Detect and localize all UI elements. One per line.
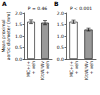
- svg-text:+ veh: + veh: [31, 61, 36, 75]
- svg-text:+ veh: + veh: [74, 61, 79, 75]
- svg-text:1.0: 1.0: [15, 34, 22, 39]
- svg-text:MC+/+: MC+/+: [26, 61, 31, 78]
- svg-text:KitW/Wv: KitW/Wv: [83, 61, 89, 80]
- svg-text:P = 0.46: P = 0.46: [28, 6, 48, 11]
- svg-text:0.5: 0.5: [57, 45, 64, 50]
- svg-text:1.5: 1.5: [57, 22, 64, 27]
- svg-text:0.5: 0.5: [15, 45, 22, 50]
- svg-text:0.0: 0.0: [15, 57, 22, 62]
- svg-text:0.0: 0.0: [57, 57, 64, 62]
- svg-text:1.0: 1.0: [57, 34, 64, 39]
- svg-text:+ veh: + veh: [89, 61, 94, 75]
- svg-text:KitW/Wv: KitW/Wv: [40, 61, 45, 80]
- svg-text:A: A: [2, 0, 7, 7]
- svg-text:1.5: 1.5: [15, 22, 22, 27]
- svg-text:2.0: 2.0: [15, 11, 22, 16]
- svg-text:Mean proximal: Mean proximal: [1, 19, 6, 53]
- svg-text:P < 0.001: P < 0.001: [70, 6, 92, 11]
- svg-text:+ veh: + veh: [45, 61, 50, 75]
- svg-text:MC+/+: MC+/+: [68, 61, 74, 78]
- svg-text:B: B: [54, 0, 59, 7]
- svg-text:2.0: 2.0: [57, 11, 64, 16]
- svg-text:aortic diameter (mm): aortic diameter (mm): [6, 12, 11, 61]
